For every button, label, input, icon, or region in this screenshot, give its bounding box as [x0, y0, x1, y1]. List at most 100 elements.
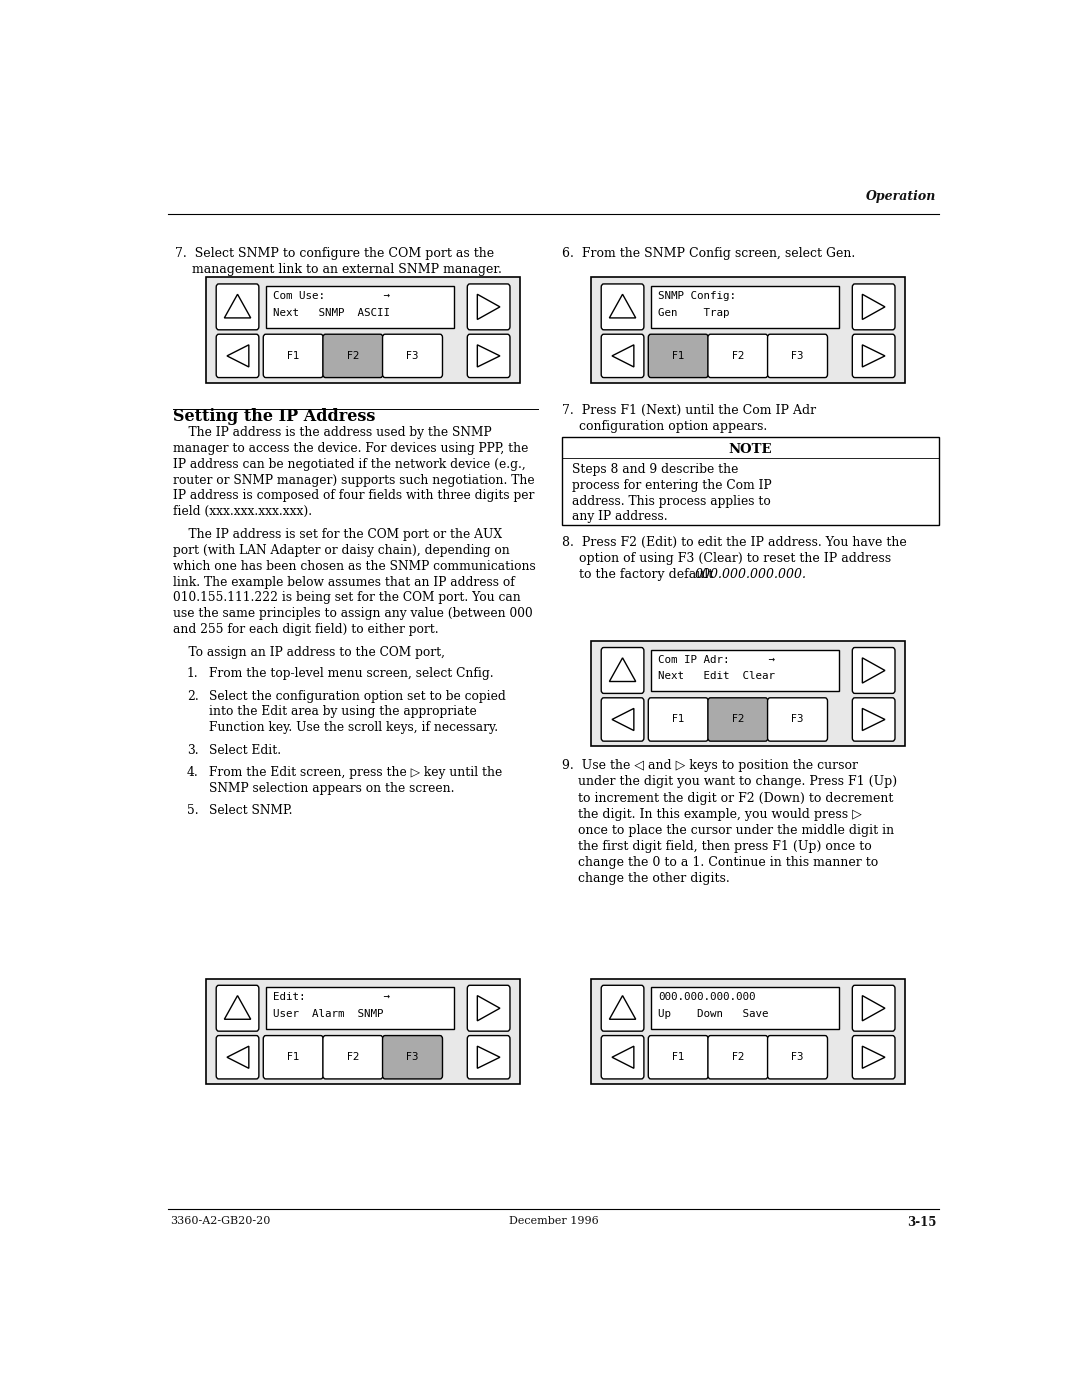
Text: Steps 8 and 9 describe the: Steps 8 and 9 describe the — [572, 464, 739, 476]
FancyBboxPatch shape — [768, 698, 827, 742]
Text: SNMP selection appears on the screen.: SNMP selection appears on the screen. — [208, 782, 455, 795]
FancyBboxPatch shape — [707, 1035, 768, 1078]
Text: Operation: Operation — [866, 190, 936, 203]
FancyBboxPatch shape — [323, 334, 382, 377]
Text: From the top-level menu screen, select Cnfig.: From the top-level menu screen, select C… — [208, 668, 494, 680]
FancyBboxPatch shape — [602, 334, 644, 377]
FancyBboxPatch shape — [266, 988, 454, 1030]
Text: Setting the IP Address: Setting the IP Address — [173, 408, 375, 425]
FancyBboxPatch shape — [852, 985, 895, 1031]
Text: router or SNMP manager) supports such negotiation. The: router or SNMP manager) supports such ne… — [173, 474, 535, 486]
Text: Select SNMP.: Select SNMP. — [208, 805, 293, 817]
FancyBboxPatch shape — [602, 698, 644, 742]
FancyBboxPatch shape — [382, 1035, 443, 1078]
Text: to the factory default: to the factory default — [579, 567, 717, 581]
Text: 2.: 2. — [187, 690, 199, 703]
FancyBboxPatch shape — [852, 334, 895, 377]
Text: F3: F3 — [406, 351, 419, 360]
Text: to increment the digit or F2 (Down) to decrement: to increment the digit or F2 (Down) to d… — [562, 792, 893, 805]
Text: 8.  Press F2 (Edit) to edit the IP address. You have the: 8. Press F2 (Edit) to edit the IP addres… — [562, 535, 906, 549]
Text: F2: F2 — [731, 714, 744, 725]
Text: 3-15: 3-15 — [907, 1217, 936, 1229]
Text: 9.  Use the ◁ and ▷ keys to position the cursor: 9. Use the ◁ and ▷ keys to position the … — [562, 760, 858, 773]
Text: the digit. In this example, you would press ▷: the digit. In this example, you would pr… — [562, 807, 862, 820]
Text: 6.  From the SNMP Config screen, select Gen.: 6. From the SNMP Config screen, select G… — [562, 247, 855, 260]
Text: Com IP Adr:      →: Com IP Adr: → — [659, 655, 775, 665]
FancyBboxPatch shape — [266, 286, 454, 328]
Text: use the same principles to assign any value (between 000: use the same principles to assign any va… — [173, 608, 532, 620]
FancyBboxPatch shape — [216, 334, 259, 377]
Text: and 255 for each digit field) to either port.: and 255 for each digit field) to either … — [173, 623, 438, 636]
FancyBboxPatch shape — [651, 286, 839, 328]
Text: December 1996: December 1996 — [509, 1217, 598, 1227]
Text: F3: F3 — [406, 1052, 419, 1062]
Text: address. This process applies to: address. This process applies to — [572, 495, 771, 507]
Text: Gen    Trap: Gen Trap — [659, 307, 730, 317]
FancyBboxPatch shape — [562, 437, 939, 525]
Text: Com Use:         →: Com Use: → — [273, 291, 390, 300]
Text: link. The example below assumes that an IP address of: link. The example below assumes that an … — [173, 576, 514, 588]
FancyBboxPatch shape — [651, 650, 839, 692]
FancyBboxPatch shape — [648, 698, 708, 742]
Text: management link to an external SNMP manager.: management link to an external SNMP mana… — [192, 264, 502, 277]
Text: F3: F3 — [792, 714, 804, 725]
FancyBboxPatch shape — [852, 284, 895, 330]
Text: 7.  Select SNMP to configure the COM port as the: 7. Select SNMP to configure the COM port… — [175, 247, 495, 260]
FancyBboxPatch shape — [602, 648, 644, 693]
FancyBboxPatch shape — [707, 334, 768, 377]
Text: Next   Edit  Clear: Next Edit Clear — [659, 672, 775, 682]
Text: F1: F1 — [287, 351, 299, 360]
Text: F1: F1 — [672, 1052, 685, 1062]
FancyBboxPatch shape — [852, 648, 895, 693]
FancyBboxPatch shape — [382, 334, 443, 377]
FancyBboxPatch shape — [651, 988, 839, 1030]
Text: 1.: 1. — [187, 668, 199, 680]
FancyBboxPatch shape — [602, 1035, 644, 1078]
Text: process for entering the Com IP: process for entering the Com IP — [572, 479, 771, 492]
FancyBboxPatch shape — [264, 1035, 323, 1078]
FancyBboxPatch shape — [323, 1035, 382, 1078]
FancyBboxPatch shape — [468, 1035, 510, 1078]
FancyBboxPatch shape — [206, 278, 521, 383]
Text: 5.: 5. — [187, 805, 199, 817]
Text: IP address can be negotiated if the network device (e.g.,: IP address can be negotiated if the netw… — [173, 458, 525, 471]
Text: 3.: 3. — [187, 743, 199, 757]
Text: under the digit you want to change. Press F1 (Up): under the digit you want to change. Pres… — [562, 775, 897, 788]
Text: F1: F1 — [672, 714, 685, 725]
Text: manager to access the device. For devices using PPP, the: manager to access the device. For device… — [173, 441, 528, 455]
Text: F2: F2 — [347, 1052, 360, 1062]
FancyBboxPatch shape — [602, 985, 644, 1031]
FancyBboxPatch shape — [206, 979, 521, 1084]
Text: into the Edit area by using the appropriate: into the Edit area by using the appropri… — [208, 705, 476, 718]
Text: F1: F1 — [672, 351, 685, 360]
FancyBboxPatch shape — [591, 979, 905, 1084]
FancyBboxPatch shape — [602, 284, 644, 330]
Text: which one has been chosen as the SNMP communications: which one has been chosen as the SNMP co… — [173, 560, 536, 573]
Text: 3360-A2-GB20-20: 3360-A2-GB20-20 — [171, 1217, 270, 1227]
Text: 7.  Press F1 (Next) until the Com IP Adr: 7. Press F1 (Next) until the Com IP Adr — [562, 404, 816, 418]
Text: option of using F3 (Clear) to reset the IP address: option of using F3 (Clear) to reset the … — [579, 552, 891, 564]
FancyBboxPatch shape — [707, 698, 768, 742]
Text: User  Alarm  SNMP: User Alarm SNMP — [273, 1009, 383, 1018]
Text: Up    Down   Save: Up Down Save — [659, 1009, 769, 1018]
Text: configuration option appears.: configuration option appears. — [579, 420, 767, 433]
Text: any IP address.: any IP address. — [572, 510, 667, 524]
FancyBboxPatch shape — [468, 985, 510, 1031]
Text: The IP address is the address used by the SNMP: The IP address is the address used by th… — [173, 426, 491, 439]
Text: NOTE: NOTE — [728, 443, 772, 455]
FancyBboxPatch shape — [264, 334, 323, 377]
FancyBboxPatch shape — [216, 1035, 259, 1078]
Text: 010.155.111.222 is being set for the COM port. You can: 010.155.111.222 is being set for the COM… — [173, 591, 521, 605]
FancyBboxPatch shape — [768, 334, 827, 377]
FancyBboxPatch shape — [468, 334, 510, 377]
FancyBboxPatch shape — [852, 1035, 895, 1078]
FancyBboxPatch shape — [216, 985, 259, 1031]
Text: change the other digits.: change the other digits. — [562, 872, 730, 886]
Text: once to place the cursor under the middle digit in: once to place the cursor under the middl… — [562, 824, 894, 837]
Text: SNMP Config:: SNMP Config: — [659, 291, 737, 300]
Text: Select Edit.: Select Edit. — [208, 743, 281, 757]
Text: change the 0 to a 1. Continue in this manner to: change the 0 to a 1. Continue in this ma… — [562, 856, 878, 869]
Text: 4.: 4. — [187, 766, 199, 780]
Text: Function key. Use the scroll keys, if necessary.: Function key. Use the scroll keys, if ne… — [208, 721, 498, 735]
Text: Edit:            →: Edit: → — [273, 992, 390, 1003]
